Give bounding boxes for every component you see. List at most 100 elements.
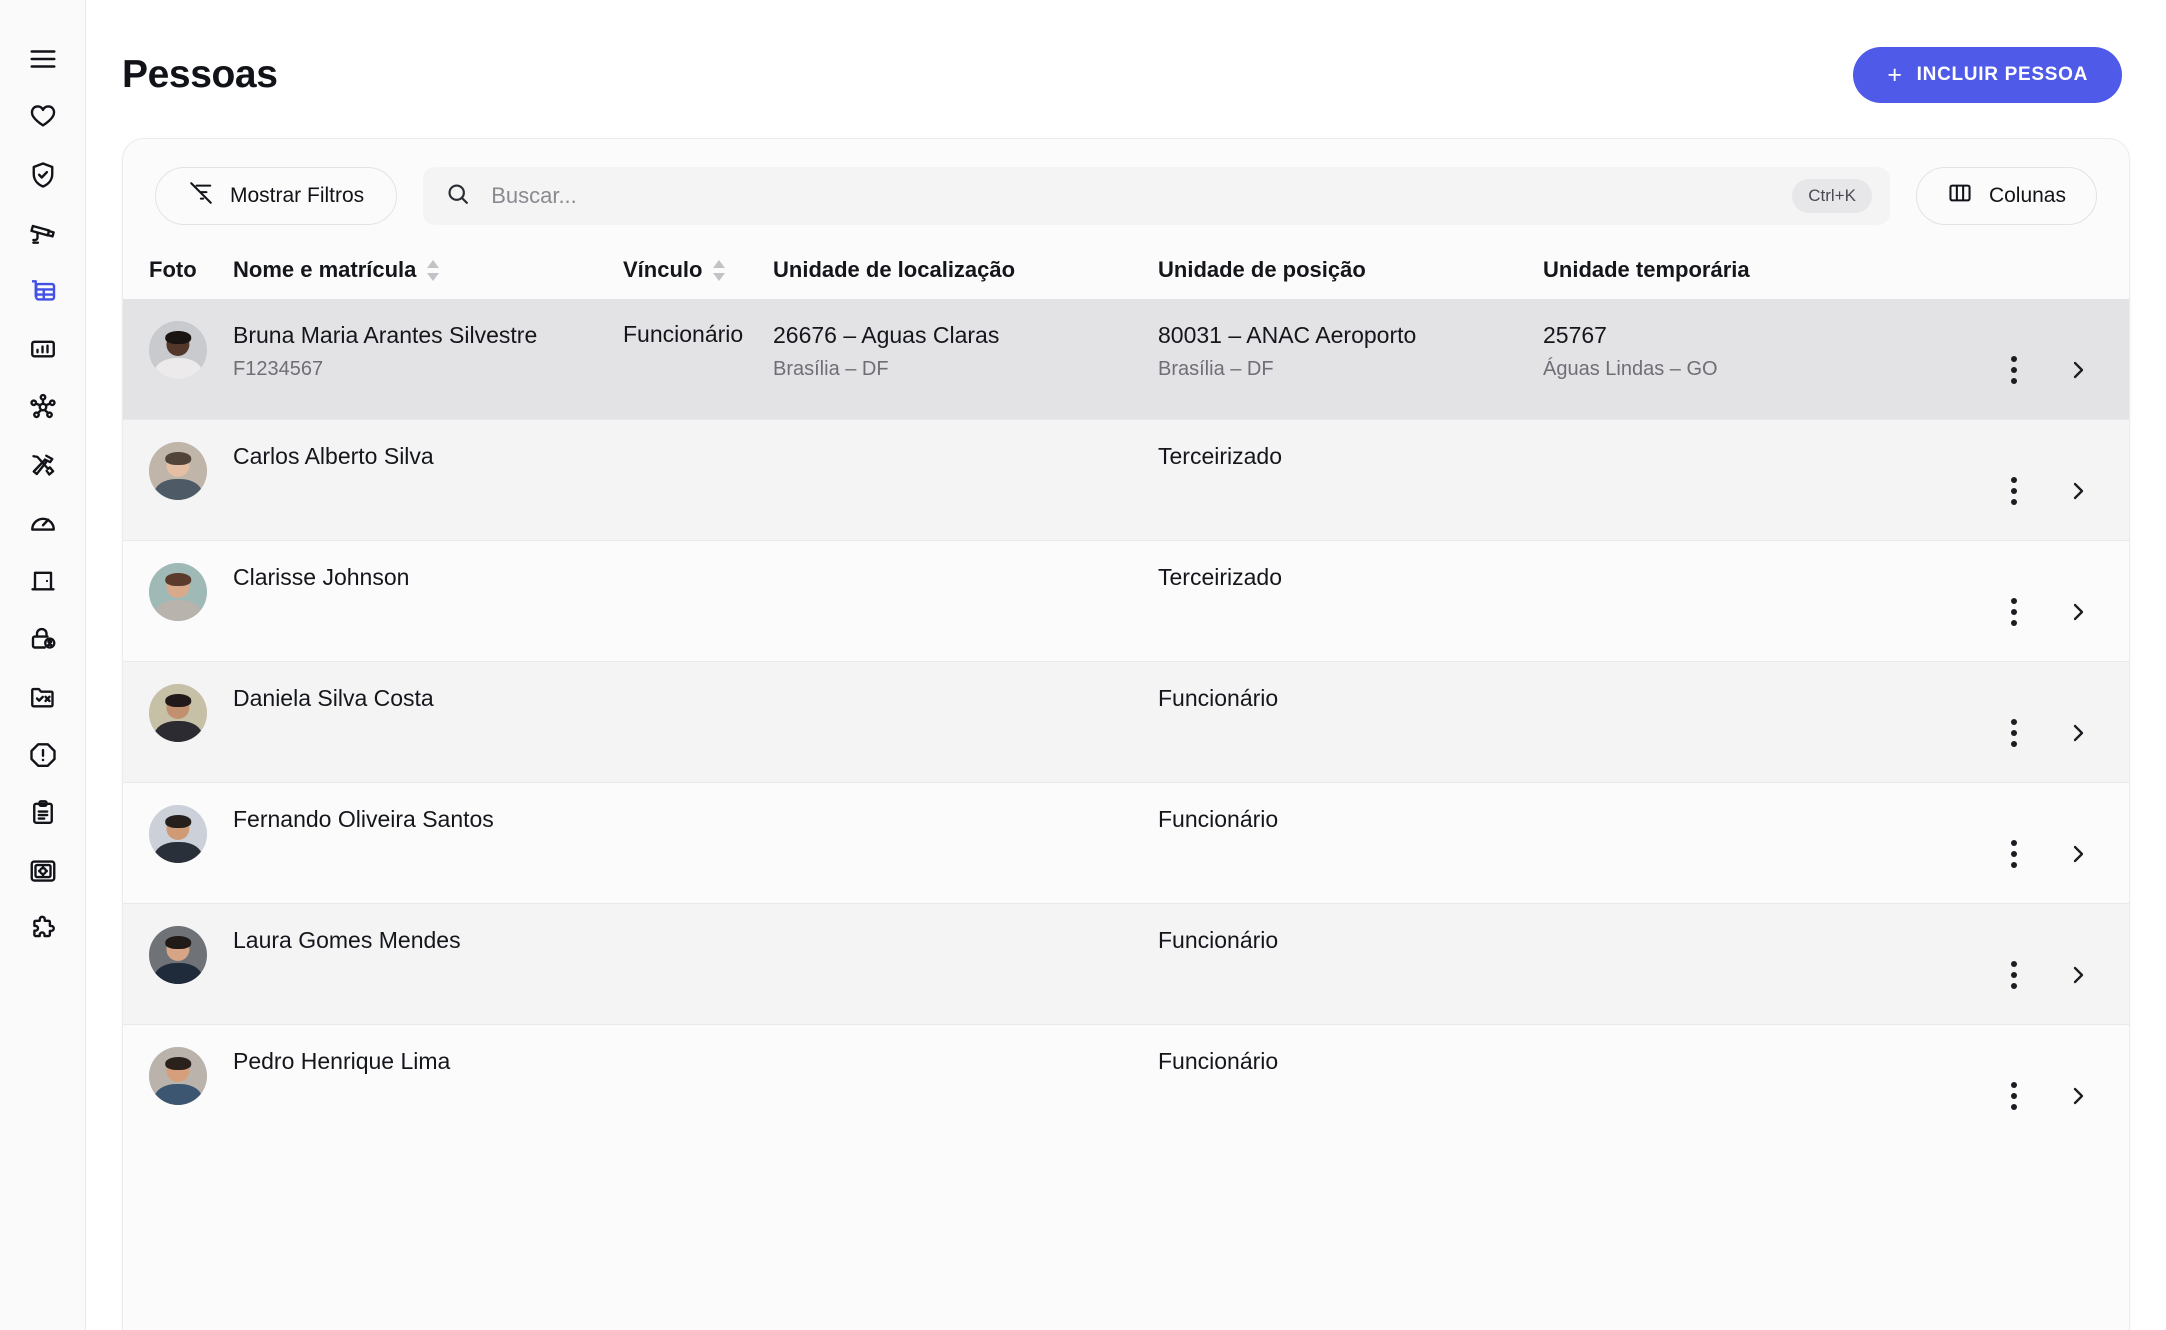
chevron-right-icon[interactable] <box>2061 1079 2095 1113</box>
row-name-cell: Bruna Maria Arantes Silvestre F1234567 <box>233 321 623 381</box>
row-unidade-temporaria-cell: 25767 Águas Lindas – GO <box>1543 321 1873 381</box>
row-unidade-posicao-cell: Funcionário <box>1158 805 1543 834</box>
row-actions-cell <box>1873 684 2129 782</box>
chevron-right-icon[interactable] <box>2061 716 2095 750</box>
shield-check-icon[interactable] <box>15 146 71 204</box>
person-name: Fernando Oliveira Santos <box>233 806 494 832</box>
main-content: Pessoas + INCLUIR PESSOA Mostrar Filtros <box>86 0 2166 1330</box>
more-actions-icon[interactable] <box>1997 716 2031 750</box>
people-card: Mostrar Filtros Ctrl+K Colunas <box>122 138 2130 1330</box>
person-name: Daniela Silva Costa <box>233 685 434 711</box>
column-header-unidade-temporaria: Unidade temporária <box>1543 257 1750 282</box>
heart-icon[interactable] <box>15 88 71 146</box>
more-actions-icon[interactable] <box>1997 837 2031 871</box>
table-row[interactable]: Carlos Alberto Silva Terceirizado <box>123 419 2129 540</box>
row-photo-cell <box>123 1047 233 1105</box>
door-icon[interactable] <box>15 552 71 610</box>
columns-label: Colunas <box>1988 184 2066 207</box>
page-header: Pessoas + INCLUIR PESSOA <box>86 0 2166 112</box>
plus-icon: + <box>1887 60 1903 89</box>
row-actions-cell <box>1873 321 2129 419</box>
chevron-right-icon[interactable] <box>2061 474 2095 508</box>
more-actions-icon[interactable] <box>1997 595 2031 629</box>
row-photo-cell <box>123 684 233 742</box>
person-name: Bruna Maria Arantes Silvestre <box>233 322 538 348</box>
sort-icon[interactable] <box>426 259 440 281</box>
table-row[interactable]: Bruna Maria Arantes Silvestre F1234567 Fun… <box>123 299 2129 419</box>
alert-octagon-icon[interactable] <box>15 726 71 784</box>
row-photo-cell <box>123 321 233 379</box>
unidade-posicao: Terceirizado <box>1158 443 1282 469</box>
clipboard-icon[interactable] <box>15 784 71 842</box>
safe-vault-icon[interactable] <box>15 842 71 900</box>
security-camera-icon[interactable] <box>15 204 71 262</box>
show-filters-label: Mostrar Filtros <box>230 184 365 207</box>
table-row[interactable]: Pedro Henrique Lima Funcionário <box>123 1024 2129 1145</box>
row-actions-cell <box>1873 926 2129 1024</box>
unidade-posicao: Funcionário <box>1158 685 1279 711</box>
more-actions-icon[interactable] <box>1997 353 2031 387</box>
gauge-icon[interactable] <box>15 494 71 552</box>
avatar <box>149 926 207 984</box>
row-actions-cell <box>1873 563 2129 661</box>
table-row[interactable]: Daniela Silva Costa Funcionário <box>123 661 2129 782</box>
column-header-unidade-localizacao: Unidade de localização <box>773 257 1016 282</box>
column-header-unidade-posicao: Unidade de posição <box>1158 257 1366 282</box>
column-header-nome[interactable]: Nome e matrícula <box>233 257 623 283</box>
unidade-temporaria-sub: Águas Lindas – GO <box>1543 357 1718 380</box>
row-name-cell: Clarisse Johnson <box>233 563 623 592</box>
more-actions-icon[interactable] <box>1997 958 2031 992</box>
row-name-cell: Fernando Oliveira Santos <box>233 805 623 834</box>
page-title: Pessoas <box>122 53 278 96</box>
network-nodes-icon[interactable] <box>15 378 71 436</box>
more-actions-icon[interactable] <box>1997 474 2031 508</box>
search-box[interactable]: Ctrl+K <box>423 167 1890 225</box>
row-unidade-posicao-cell: 80031 – ANAC Aeroporto Brasília – DF <box>1158 321 1543 381</box>
row-name-cell: Laura Gomes Mendes <box>233 926 623 955</box>
columns-button[interactable]: Colunas <box>1915 167 2097 225</box>
table-header-row: Foto Nome e matrícula Vínculo <box>123 247 2129 299</box>
people-table: Foto Nome e matrícula Vínculo <box>123 247 2129 1145</box>
unidade-posicao: Funcionário <box>1158 806 1279 832</box>
search-icon <box>445 181 471 212</box>
hamburger-menu-icon[interactable] <box>15 30 71 88</box>
chevron-right-icon[interactable] <box>2061 958 2095 992</box>
row-photo-cell <box>123 563 233 621</box>
row-vinculo-cell: Funcionário <box>623 321 773 348</box>
avatar <box>149 684 207 742</box>
search-shortcut-badge: Ctrl+K <box>1792 179 1872 213</box>
lock-user-icon[interactable] <box>15 610 71 668</box>
sort-icon[interactable] <box>712 259 726 281</box>
chevron-right-icon[interactable] <box>2061 837 2095 871</box>
row-unidade-posicao-cell: Funcionário <box>1158 926 1543 955</box>
person-vinculo: Funcionário <box>623 321 744 347</box>
folder-check-icon[interactable] <box>15 668 71 726</box>
table-grid-icon[interactable] <box>15 262 71 320</box>
unidade-localizacao: 26676 – Aguas Claras <box>773 322 1000 348</box>
person-matricula: F1234567 <box>233 357 324 380</box>
avatar <box>149 805 207 863</box>
add-person-button[interactable]: + INCLUIR PESSOA <box>1853 47 2122 103</box>
search-input[interactable] <box>491 183 1773 209</box>
chevron-right-icon[interactable] <box>2061 595 2095 629</box>
more-actions-icon[interactable] <box>1997 1079 2031 1113</box>
row-unidade-posicao-cell: Terceirizado <box>1158 442 1543 471</box>
avatar <box>149 563 207 621</box>
table-body: Bruna Maria Arantes Silvestre F1234567 Fun… <box>123 299 2129 1145</box>
table-row[interactable]: Clarisse Johnson Terceirizado <box>123 540 2129 661</box>
chevron-right-icon[interactable] <box>2061 353 2095 387</box>
puzzle-piece-icon[interactable] <box>15 900 71 958</box>
table-row[interactable]: Laura Gomes Mendes Funcionário <box>123 903 2129 1024</box>
row-photo-cell <box>123 805 233 863</box>
row-name-cell: Daniela Silva Costa <box>233 684 623 713</box>
filter-off-icon <box>188 180 214 212</box>
column-header-vinculo[interactable]: Vínculo <box>623 257 773 283</box>
chart-box-icon[interactable] <box>15 320 71 378</box>
person-name: Clarisse Johnson <box>233 564 410 590</box>
table-row[interactable]: Fernando Oliveira Santos Funcionário <box>123 782 2129 903</box>
row-actions-cell <box>1873 442 2129 540</box>
row-unidade-posicao-cell: Funcionário <box>1158 684 1543 713</box>
row-unidade-posicao-cell: Funcionário <box>1158 1047 1543 1076</box>
tools-icon[interactable] <box>15 436 71 494</box>
show-filters-button[interactable]: Mostrar Filtros <box>155 167 398 225</box>
